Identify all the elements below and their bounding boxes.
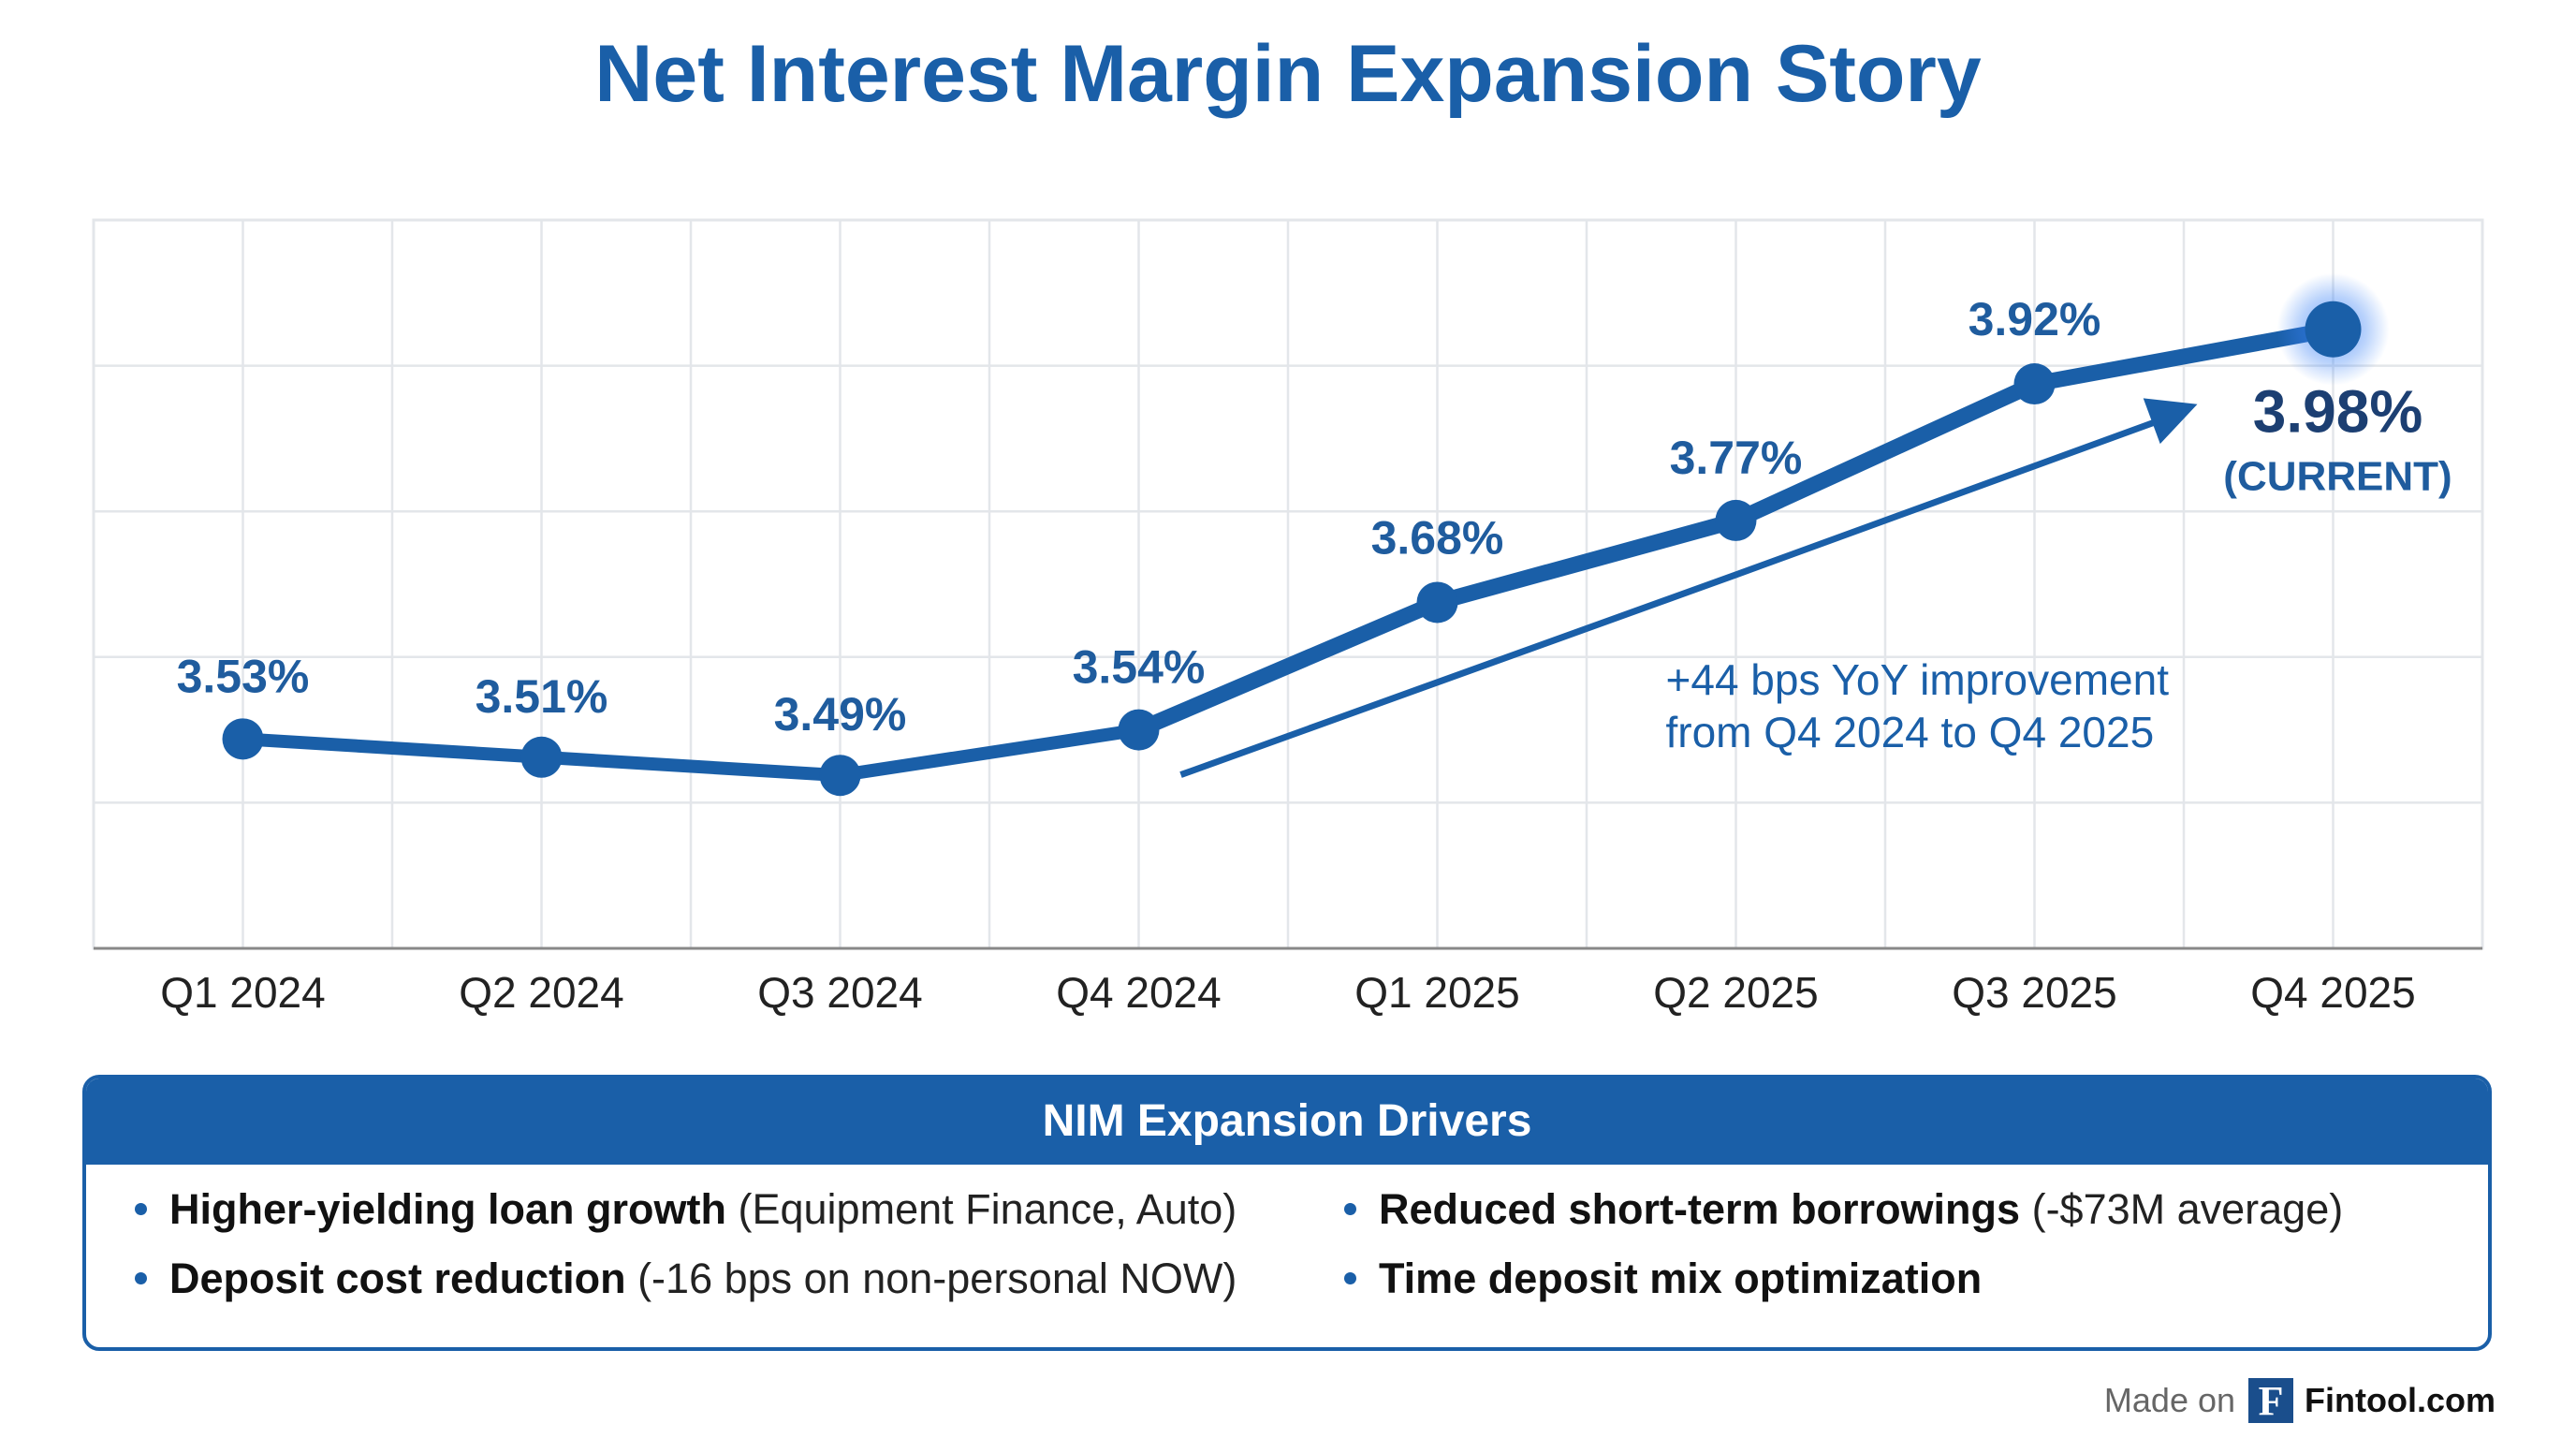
driver-item: Deposit cost reduction (-16 bps on non-p… xyxy=(135,1255,1237,1303)
trend-arrowhead-icon xyxy=(2143,398,2198,445)
series xyxy=(222,272,2390,797)
data-point xyxy=(819,755,861,797)
x-tick-label: Q4 2024 xyxy=(1056,968,1221,1017)
data-label: 3.77% xyxy=(1670,432,1803,484)
driver-item: Reduced short-term borrowings (-$73M ave… xyxy=(1344,1185,2343,1234)
series-line-2024 xyxy=(236,723,1146,783)
x-tick-label: Q4 2025 xyxy=(2250,968,2415,1017)
current-label: (CURRENT) xyxy=(2223,454,2452,500)
x-tick-label: Q3 2025 xyxy=(1952,968,2116,1017)
trend-arrow-line xyxy=(1179,410,2180,778)
x-tick-label: Q3 2024 xyxy=(757,968,922,1017)
fintool-logo-icon: F xyxy=(2248,1378,2294,1424)
fintool-brand[interactable]: Fintool.com xyxy=(2305,1381,2496,1419)
data-point xyxy=(1118,709,1160,751)
driver-bold: Time deposit mix optimization xyxy=(1379,1255,1983,1302)
data-label: 3.49% xyxy=(774,688,907,741)
driver-bold: Reduced short-term borrowings xyxy=(1379,1185,2021,1233)
data-point xyxy=(222,718,264,760)
chart-title: Net Interest Margin Expansion Story xyxy=(594,29,1982,119)
data-label: 3.51% xyxy=(476,670,608,723)
data-point xyxy=(2013,363,2056,405)
made-on-text: Made on xyxy=(2103,1381,2236,1419)
driver-bold: Deposit cost reduction xyxy=(169,1255,626,1302)
driver-detail: (-16 bps on non-personal NOW) xyxy=(625,1255,1237,1302)
x-tick-label: Q1 2025 xyxy=(1354,968,1519,1017)
data-point xyxy=(1715,499,1757,541)
x-axis: Q1 2024 Q2 2024 Q3 2024 Q4 2024 Q1 2025 Q2 20… xyxy=(160,968,2415,1017)
driver-item: Time deposit mix optimization xyxy=(1344,1255,1982,1303)
bullet-icon xyxy=(135,1202,147,1215)
x-tick-label: Q1 2024 xyxy=(160,968,325,1017)
grid xyxy=(92,218,2484,950)
data-label: 3.98% xyxy=(2253,378,2422,446)
drivers-panel: NIM Expansion Drivers Higher-yielding lo… xyxy=(82,1075,2492,1351)
x-tick-label: Q2 2025 xyxy=(1653,968,1818,1017)
labels: 3.53% 3.51% 3.49% 3.54% 3.68% 3.77% 3.92% 3.98%… xyxy=(177,293,2452,741)
driver-item: Higher-yielding loan growth (Equipment F… xyxy=(135,1185,1237,1234)
bullet-icon xyxy=(135,1271,147,1284)
x-tick-label: Q2 2024 xyxy=(459,968,623,1017)
data-point xyxy=(1416,581,1458,624)
data-label: 3.54% xyxy=(1073,641,1206,694)
bullet-icon xyxy=(1344,1271,1356,1284)
driver-detail: (Equipment Finance, Auto) xyxy=(726,1185,1237,1233)
drivers-header: NIM Expansion Drivers xyxy=(86,1078,2488,1165)
data-label: 3.68% xyxy=(1371,511,1504,564)
driver-detail: (-$73M average) xyxy=(2020,1185,2344,1233)
data-point xyxy=(2305,301,2362,358)
data-label: 3.53% xyxy=(177,650,310,702)
driver-bold: Higher-yielding loan growth xyxy=(169,1185,726,1233)
data-point xyxy=(520,736,563,778)
data-label: 3.92% xyxy=(1969,293,2101,345)
drivers-list: Higher-yielding loan growth (Equipment F… xyxy=(86,1165,2488,1347)
annotation-line2: from Q4 2024 to Q4 2025 xyxy=(1666,708,2155,756)
annotation-line1: +44 bps YoY improvement xyxy=(1666,655,2170,704)
footer-credit: Made on F Fintool.com xyxy=(2104,1372,2496,1429)
bullet-icon xyxy=(1344,1202,1356,1215)
